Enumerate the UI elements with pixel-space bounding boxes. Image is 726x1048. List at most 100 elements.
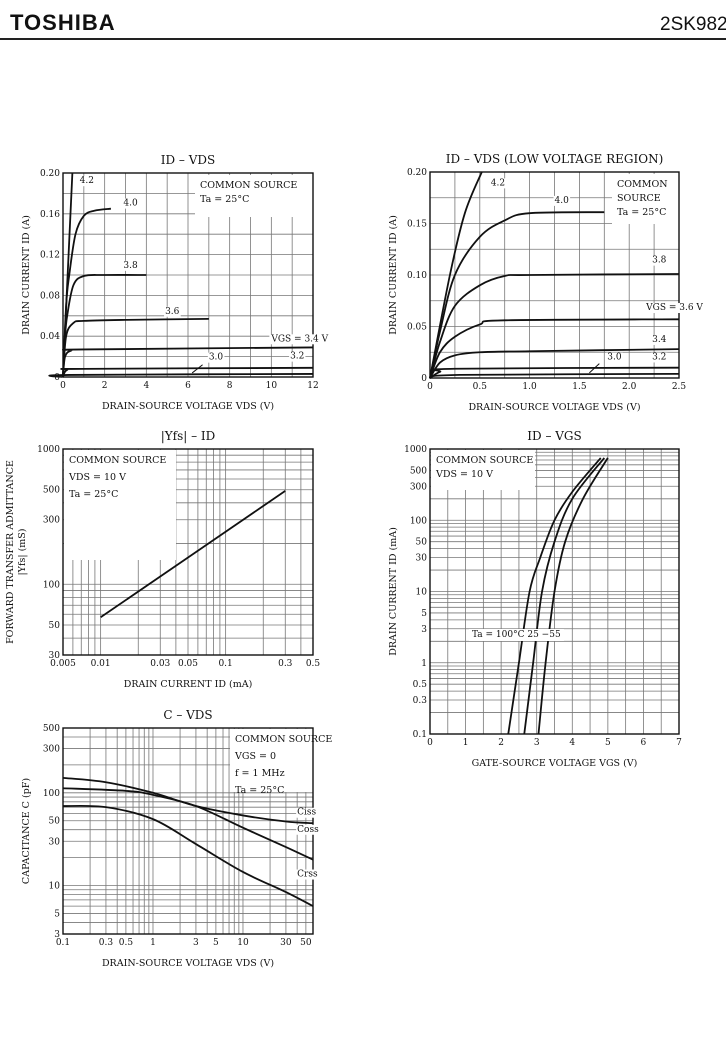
x-tick-label: 5 bbox=[213, 938, 219, 948]
series-label: 3.2 bbox=[652, 352, 666, 362]
series-label: 3.8 bbox=[652, 256, 667, 266]
y-axis-label: CAPACITANCE C (pF) bbox=[21, 778, 32, 884]
x-tick-label: 2.5 bbox=[672, 382, 687, 392]
y-tick-label: 3 bbox=[54, 930, 60, 940]
x-tick-label: 0.5 bbox=[306, 659, 321, 669]
series-label: 4.2 bbox=[491, 178, 505, 188]
annotation-text: SOURCE bbox=[617, 193, 661, 204]
annotation-box bbox=[195, 175, 313, 217]
chart-title: ID – VGS bbox=[527, 429, 581, 443]
y-tick-label: 300 bbox=[43, 745, 60, 755]
series-line bbox=[429, 273, 680, 379]
plot-frame bbox=[62, 448, 314, 656]
x-tick-label: 30 bbox=[280, 938, 292, 948]
chart-5: COMMON SOURCE VGS = 0 f = 1 MHz Ta = 25°C 0.… bbox=[21, 708, 332, 969]
series-line bbox=[62, 274, 147, 378]
series-line bbox=[429, 366, 680, 379]
y-tick-label: 100 bbox=[410, 516, 427, 526]
annotation-text: Ta = 25°C bbox=[235, 785, 284, 796]
y-axis-label: DRAIN CURRENT ID (A) bbox=[21, 215, 32, 335]
chart-4: COMMON SOURCE VDS = 10 V 0 1 2 3 4 5 6 7 0.1 0.3 0.5… bbox=[388, 429, 682, 769]
series-line bbox=[523, 457, 606, 735]
y-tick-label: 0.20 bbox=[407, 168, 427, 178]
series-line bbox=[62, 317, 209, 378]
series-line bbox=[62, 207, 112, 378]
annotation-text: VDS = 10 V bbox=[68, 472, 126, 483]
series-label-bg bbox=[78, 176, 95, 187]
x-tick-label: 0.3 bbox=[278, 659, 293, 669]
annotation-text: f = 1 MHz bbox=[235, 768, 285, 779]
series-label-bg bbox=[651, 334, 668, 345]
annotation-box bbox=[431, 450, 535, 490]
series-label: 4.0 bbox=[123, 199, 138, 209]
series-label-bg bbox=[296, 807, 318, 818]
y-tick-label: 1 bbox=[421, 659, 427, 669]
series-label-bg bbox=[269, 334, 330, 345]
x-tick-label: 1.0 bbox=[522, 382, 537, 392]
x-tick-label: 0.05 bbox=[178, 659, 198, 669]
plot-frame bbox=[429, 171, 680, 379]
header-divider bbox=[0, 38, 726, 40]
y-axis-label: DRAIN CURRENT ID (mA) bbox=[388, 527, 399, 656]
series-label-bg bbox=[489, 178, 507, 189]
chart-3: COMMON SOURCE VDS = 10 V Ta = 25°C 0.005 0.0… bbox=[5, 429, 320, 690]
series-line bbox=[507, 457, 602, 735]
y-tick-label: 0.1 bbox=[413, 730, 427, 740]
x-tick-label: 3 bbox=[534, 738, 540, 748]
annotation-text: VDS = 10 V bbox=[435, 469, 493, 480]
series-label: 3.0 bbox=[607, 352, 622, 362]
y-tick-label: 3 bbox=[421, 625, 427, 635]
plot-frame bbox=[429, 448, 680, 735]
y-tick-label: 0 bbox=[421, 374, 427, 384]
y-tick-label: 0.15 bbox=[407, 220, 427, 230]
y-tick-label: 1000 bbox=[404, 445, 427, 455]
part-number: 2SK982 bbox=[660, 14, 726, 35]
series-line bbox=[60, 366, 314, 378]
y-axis-label: FORWARD TRANSFER ADMITTANCE bbox=[5, 460, 16, 644]
series-line bbox=[429, 348, 680, 379]
chart-title: |Yfs| – ID bbox=[161, 429, 216, 443]
series-label-bg bbox=[296, 824, 321, 835]
series-label: 4.0 bbox=[555, 196, 570, 206]
annotation-box bbox=[230, 729, 313, 792]
series-label: Crss bbox=[297, 870, 318, 880]
series-label-bg bbox=[296, 869, 319, 880]
y-tick-label: 1000 bbox=[37, 445, 60, 455]
series-label: VGS = 3.6 V bbox=[645, 303, 703, 313]
y-tick-label: 50 bbox=[416, 538, 428, 548]
x-tick-label: 10 bbox=[237, 938, 249, 948]
x-tick-label: 0.005 bbox=[50, 659, 76, 669]
series-label-bg bbox=[553, 195, 571, 206]
series-line bbox=[62, 787, 314, 861]
y-tick-label: 300 bbox=[43, 516, 60, 526]
y-tick-label: 5 bbox=[54, 909, 60, 919]
series-line bbox=[429, 211, 605, 379]
y-tick-label: 30 bbox=[49, 651, 61, 661]
chart-title: ID – VDS bbox=[161, 153, 216, 167]
x-tick-label: 2 bbox=[102, 381, 108, 391]
annotation-text: Ta = 25°C bbox=[200, 194, 249, 205]
series-label-bg bbox=[651, 255, 668, 266]
series-line bbox=[429, 318, 680, 379]
x-tick-label: 0.1 bbox=[56, 938, 70, 948]
temperature-labels-bg bbox=[469, 629, 564, 641]
chart-title: ID – VDS (LOW VOLTAGE REGION) bbox=[446, 152, 664, 166]
y-tick-label: 30 bbox=[416, 554, 428, 564]
y-tick-label: 0.08 bbox=[40, 291, 60, 301]
x-tick-label: 0.1 bbox=[218, 659, 232, 669]
x-tick-label: 0.5 bbox=[119, 938, 134, 948]
series-label: Ciss bbox=[297, 808, 316, 818]
x-tick-label: 0 bbox=[427, 738, 433, 748]
series-label: 3.8 bbox=[123, 261, 138, 271]
y-tick-label: 500 bbox=[43, 486, 60, 496]
y-tick-label: 0.16 bbox=[40, 210, 60, 220]
y-tick-label: 10 bbox=[416, 588, 428, 598]
annotation-text: VGS = 0 bbox=[234, 751, 276, 762]
x-axis-label: DRAIN-SOURCE VOLTAGE VDS (V) bbox=[102, 958, 274, 969]
chart-title: C – VDS bbox=[163, 708, 212, 722]
series-line bbox=[429, 372, 680, 379]
label-arrow bbox=[191, 364, 203, 374]
y-tick-label: 300 bbox=[410, 482, 427, 492]
series-label: 3.4 bbox=[652, 335, 667, 345]
y-tick-label: 0.5 bbox=[413, 680, 428, 690]
